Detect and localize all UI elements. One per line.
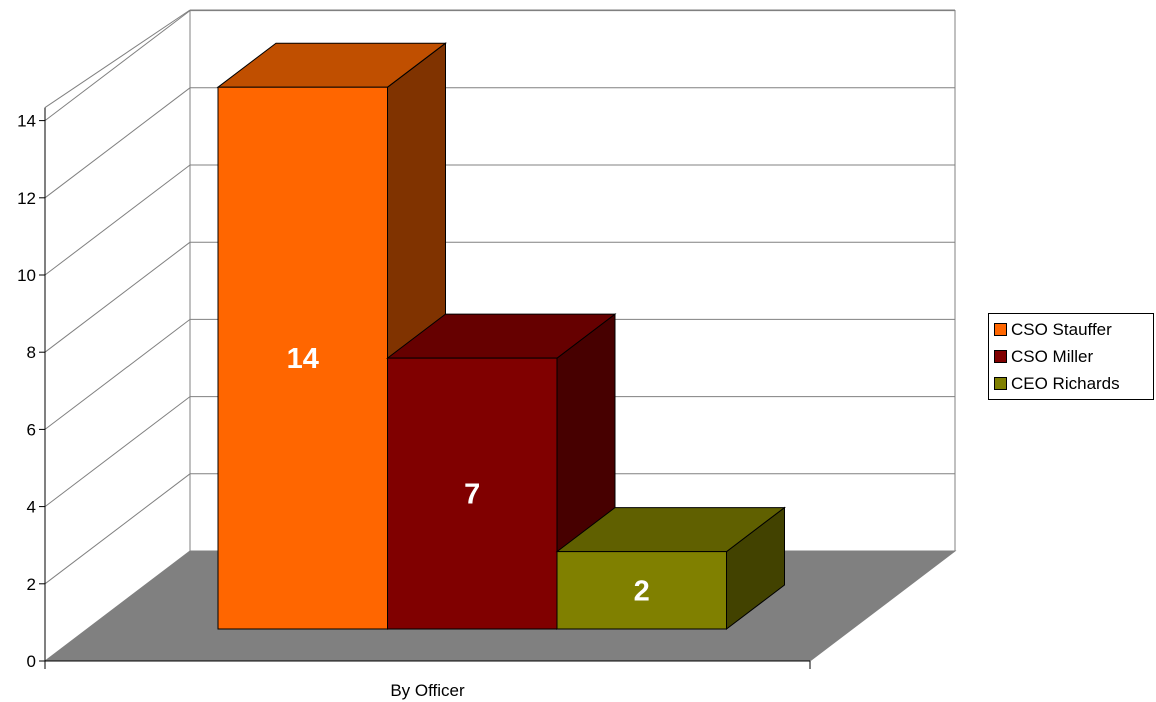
y-tick-label: 4 xyxy=(27,498,36,517)
bar-front xyxy=(217,86,388,630)
x-category-label: By Officer xyxy=(390,681,465,700)
gridline-side xyxy=(44,164,191,276)
legend-swatch xyxy=(994,377,1007,390)
chart-axes: 0 2 4 6 8 10 12 14 By Officer xyxy=(17,107,811,700)
legend-item-cso-miller: CSO Miller xyxy=(989,343,1153,370)
legend-swatch xyxy=(994,323,1007,336)
bar-data-label: 14 xyxy=(287,343,319,375)
bar-data-label: 7 xyxy=(464,479,480,511)
y-tick-label: 0 xyxy=(27,652,36,671)
chart-bars xyxy=(216,42,786,631)
gridline-side xyxy=(44,241,191,353)
y-tick-label: 6 xyxy=(27,420,36,439)
legend-swatch xyxy=(994,350,1007,363)
gridline-side xyxy=(44,396,191,507)
legend-item-ceo-richards: CEO Richards xyxy=(989,370,1153,397)
y-tick-label: 14 xyxy=(17,112,36,131)
chart-data-labels: 14 7 2 xyxy=(287,343,650,607)
y-tick-label: 8 xyxy=(27,343,36,362)
gridline-side xyxy=(44,319,191,430)
gridline-side xyxy=(44,10,191,121)
legend-item-cso-stauffer: CSO Stauffer xyxy=(989,316,1153,343)
chart-walls xyxy=(44,9,956,551)
legend-label: CSO Stauffer xyxy=(1011,319,1112,339)
legend-label: CSO Miller xyxy=(1011,346,1094,366)
chart-legend: CSO Stauffer CSO Miller CEO Richards xyxy=(988,313,1154,400)
gridline-side xyxy=(44,473,191,585)
y-tick-label: 2 xyxy=(27,575,36,594)
bar-front xyxy=(556,551,727,630)
y-tick-label: 10 xyxy=(17,266,36,285)
bar-ceo-richards xyxy=(555,506,786,631)
bar-data-label: 2 xyxy=(634,575,650,607)
gridline-side xyxy=(44,87,191,199)
bar-front xyxy=(387,357,558,630)
y-tick-label: 12 xyxy=(17,189,36,208)
side-wall-top-edge xyxy=(44,9,191,109)
legend-label: CEO Richards xyxy=(1011,373,1120,393)
